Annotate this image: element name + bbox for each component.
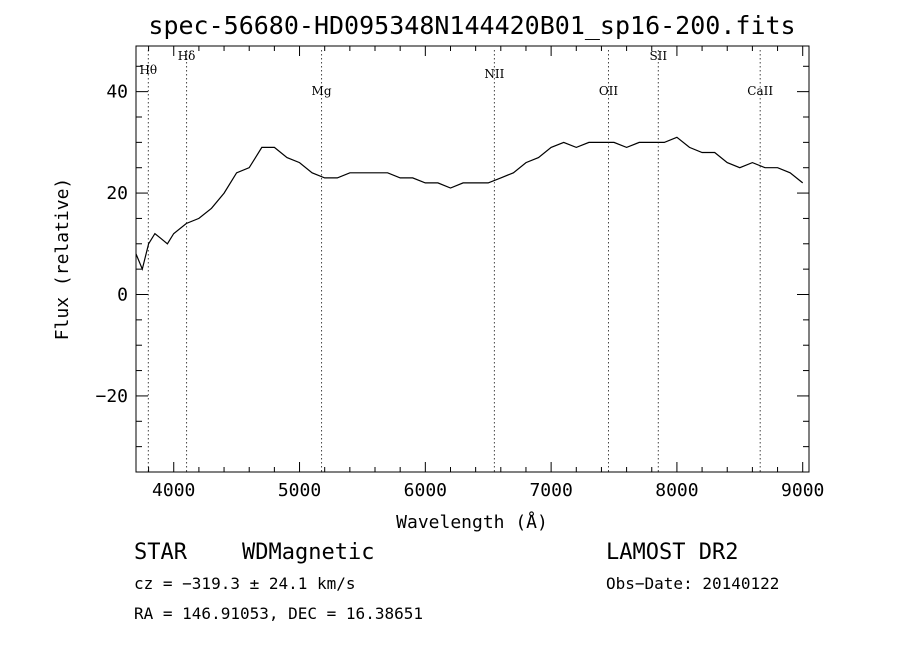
chart-title: spec-56680-HD095348N144420B01_sp16-200.f… bbox=[148, 11, 795, 40]
spectral-line-label: NII bbox=[484, 67, 504, 81]
survey-name: LAMOST DR2 bbox=[606, 540, 738, 565]
spectral-line-label: CaII bbox=[747, 84, 773, 98]
y-axis-label: Flux (relative) bbox=[52, 178, 73, 341]
y-axis-ticks: −20 0 20 40 bbox=[95, 65, 809, 448]
x-axis-ticks: 4000 5000 6000 7000 8000 9000 bbox=[148, 46, 824, 501]
spectral-line-label: OII bbox=[599, 84, 619, 98]
series-layer bbox=[135, 136, 804, 272]
object-class: STAR bbox=[134, 540, 188, 565]
spectral-lines: Hθ Hδ Mg NII OII SII CaII bbox=[139, 49, 773, 472]
spectral-line-label: SII bbox=[649, 49, 667, 63]
redshift-cz: cz = −319.3 ± 24.1 km/s bbox=[134, 574, 356, 593]
observation-date: Obs−Date: 20140122 bbox=[606, 574, 779, 593]
ra-dec: RA = 146.91053, DEC = 16.38651 bbox=[134, 604, 423, 623]
plot-frame bbox=[135, 45, 810, 473]
y-tick-label: 20 bbox=[106, 183, 128, 204]
spectral-line-label: Mg bbox=[312, 84, 332, 98]
x-tick-label: 9000 bbox=[781, 480, 824, 501]
x-tick-label: 6000 bbox=[404, 480, 447, 501]
x-tick-label: 7000 bbox=[529, 480, 572, 501]
x-tick-label: 8000 bbox=[655, 480, 698, 501]
y-tick-label: 40 bbox=[106, 82, 128, 103]
x-axis-label: Wavelength (Å) bbox=[396, 511, 548, 533]
y-tick-label: −20 bbox=[95, 386, 128, 407]
spectrum-line bbox=[135, 136, 804, 272]
object-subclass: WDMagnetic bbox=[242, 540, 374, 565]
spectral-line-label: Hθ bbox=[139, 63, 157, 77]
y-tick-label: 0 bbox=[117, 285, 128, 306]
x-tick-label: 4000 bbox=[152, 480, 195, 501]
spectral-line-label: Hδ bbox=[178, 49, 196, 63]
x-tick-label: 5000 bbox=[278, 480, 321, 501]
